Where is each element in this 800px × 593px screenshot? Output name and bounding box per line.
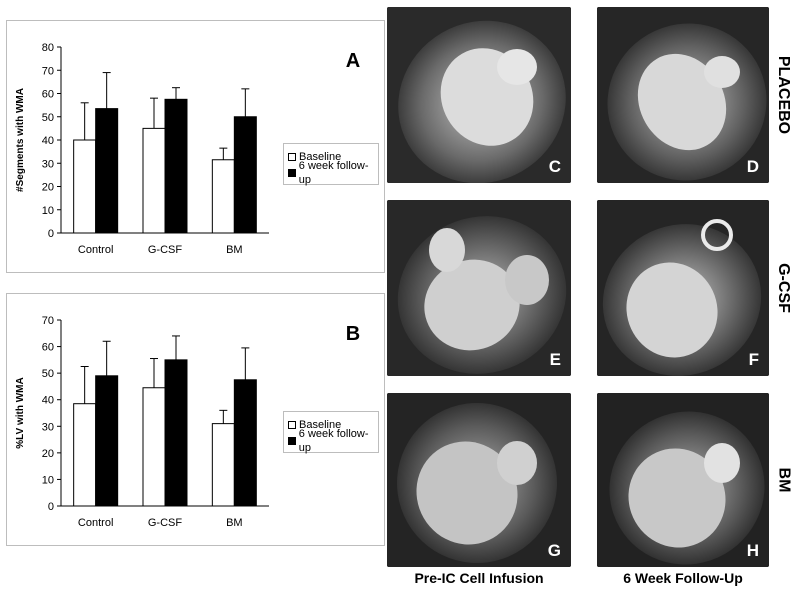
bar-baseline [211,423,235,507]
column-label-post: 6 Week Follow-Up [623,570,743,586]
legend-item-baseline: Baseline [288,150,341,164]
panel-letter: B [346,323,360,345]
mri-image-d: D [597,7,769,183]
row-label-text: G-CSF [775,263,792,313]
panel-tag-c: C [548,157,561,176]
x-tick-label: BM [226,244,243,256]
bar-followup [95,375,119,507]
mri-image-c: C [387,7,571,183]
bar-followup [95,108,119,234]
legend-label-followup: 6 week follow-up [298,428,369,454]
y-tick-label: 50 [42,112,54,124]
mri-scan-graphic [387,7,571,183]
column-label-pre: Pre-IC Cell Infusion [414,570,544,586]
chart-panel-b: B 0 10 20 30 40 50 60 70 %LV with WMA Control G-CSF… [6,293,385,546]
x-tick-label: Control [78,517,113,529]
y-axis-label: #Segments with WMA [15,88,26,192]
panel-letter: A [346,50,360,72]
legend-item-baseline: Baseline [288,418,341,432]
mri-image-h: H [597,393,769,567]
mri-image-g: G [387,393,571,567]
mri-scan-graphic [597,200,769,376]
row-label-bm: BM [770,393,796,567]
y-tick-label: 60 [42,89,54,101]
mri-scan-graphic [597,393,769,567]
chart-b-svg: B 0 10 20 30 40 50 60 70 %LV with WMA Control G-CSF… [15,315,360,529]
panel-tag-g: G [547,541,561,560]
legend-label-baseline: Baseline [299,151,342,163]
bar-baseline [211,159,235,234]
y-tick-label: 0 [48,228,54,240]
legend-item-followup: 6 week follow-up [288,428,378,454]
legend-swatch-baseline [288,153,296,161]
chart-b-legend: Baseline 6 week follow-up [283,411,379,454]
chart-panel-a: A 0 10 20 30 40 50 60 70 80 #Segments with WMA Cont… [6,20,385,273]
bar-baseline [142,387,166,507]
bar-followup [164,359,188,507]
x-tick-label: BM [226,517,243,529]
row-label-text: BM [774,467,792,493]
legend-swatch-followup [288,437,296,445]
panel-tag-f: F [748,350,759,369]
legend-swatch-baseline [288,421,296,429]
y-tick-label: 30 [42,421,54,433]
y-tick-label: 70 [42,65,54,77]
legend-label-baseline: Baseline [299,419,342,431]
panel-tag-h: H [746,541,759,560]
mri-image-f: F [597,200,769,376]
y-tick-label: 10 [42,205,54,217]
chart-a-svg: A 0 10 20 30 40 50 60 70 80 #Segments with WMA Cont… [15,42,360,256]
row-label-gcsf: G-CSF [770,200,796,376]
y-tick-label: 70 [42,315,54,327]
y-tick-label: 0 [48,501,54,513]
bar-baseline [73,403,97,507]
legend-label-followup: 6 week follow-up [298,160,369,186]
y-tick-label: 10 [42,474,54,486]
y-tick-label: 20 [42,182,54,194]
row-label-placebo: PLACEBO [770,7,796,183]
legend-item-followup: 6 week follow-up [288,160,378,186]
x-tick-label: G-CSF [148,244,183,256]
mri-scan-graphic [597,7,769,183]
y-tick-label: 40 [42,395,54,407]
chart-a-legend: Baseline 6 week follow-up [283,143,379,186]
y-tick-label: 20 [42,448,54,460]
bar-followup [233,116,257,234]
y-tick-label: 40 [42,135,54,147]
mri-scan-graphic [387,200,571,376]
bar-followup [233,379,257,507]
mri-scan-graphic [387,393,571,567]
y-tick-label: 60 [42,342,54,354]
panel-tag-d: D [746,157,759,176]
panel-tag-e: E [549,350,561,369]
bar-baseline [73,139,97,234]
y-tick-label: 50 [42,368,54,380]
x-tick-label: Control [78,244,113,256]
row-label-text: PLACEBO [775,55,793,135]
y-tick-label: 80 [42,42,54,54]
y-axis-label: %LV with WMA [15,377,26,448]
bar-baseline [142,127,166,234]
legend-swatch-followup [288,169,296,177]
mri-image-e: E [387,200,571,376]
bar-followup [164,98,188,234]
y-tick-label: 30 [42,158,54,170]
x-tick-label: G-CSF [148,517,183,529]
